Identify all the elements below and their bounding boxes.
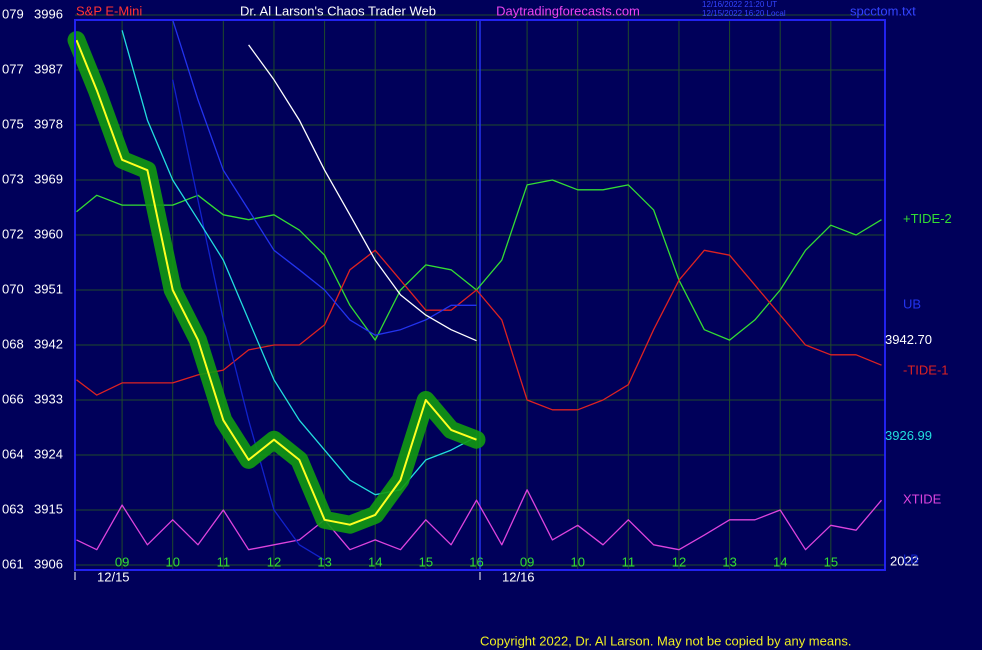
x-tick-label: 13 [317, 554, 331, 569]
series-line [172, 79, 325, 561]
y-left-label: 070 [2, 281, 24, 296]
day-label: 12/15 [97, 569, 130, 584]
y-left-label: 079 [2, 6, 24, 21]
y-left-label: 066 [2, 391, 24, 406]
y-tick-label: 3933 [34, 391, 63, 406]
y-left-label: 075 [2, 116, 24, 131]
series-line [172, 19, 477, 336]
x-tick-label: 13 [722, 554, 736, 569]
x-tick-label: 10 [570, 554, 584, 569]
x-tick-label: 16 [469, 554, 483, 569]
last-value-label: 3942.70 [885, 332, 932, 347]
y-left-label: 073 [2, 171, 24, 186]
y-left-label: 063 [2, 501, 24, 516]
y-tick-label: 3978 [34, 116, 63, 131]
y-left-label: 061 [2, 556, 24, 571]
x-tick-label: 10 [165, 554, 179, 569]
x-tick-label: 09 [115, 554, 129, 569]
series-label: UB [903, 297, 921, 312]
series-line [121, 30, 477, 496]
series [67, 19, 882, 561]
website: Daytradingforecasts.com [496, 3, 640, 18]
file-name: spcctom.txt [850, 3, 916, 18]
y-tick-label: 3915 [34, 501, 63, 516]
year-label: 2022 [890, 553, 919, 568]
y-tick-label: 3951 [34, 281, 63, 296]
x-tick-label: 12 [672, 554, 686, 569]
x-tick-label: 14 [773, 554, 787, 569]
x-tick-label: 15 [419, 554, 433, 569]
y-tick-label: 3996 [34, 6, 63, 21]
y-tick-label: 3960 [34, 226, 63, 241]
x-tick-label: 14 [368, 554, 382, 569]
x-tick-label: 12 [267, 554, 281, 569]
copyright: Copyright 2022, Dr. Al Larson. May not b… [480, 633, 851, 648]
y-left-label: 077 [2, 61, 24, 76]
chart-title: Dr. Al Larson's Chaos Trader Web [240, 3, 436, 18]
x-tick-label: 11 [217, 554, 231, 569]
y-tick-label: 3924 [34, 446, 63, 461]
symbol: S&P E-Mini [76, 3, 142, 18]
y-tick-label: 3969 [34, 171, 63, 186]
day-label: 12/16 [502, 569, 535, 584]
x-tick-label: 09 [520, 554, 534, 569]
y-left-label: 068 [2, 336, 24, 351]
series-line [75, 39, 477, 526]
series-label: XTIDE [903, 492, 942, 507]
y-left-label: 064 [2, 446, 24, 461]
series-label: +TIDE-2 [903, 211, 952, 226]
timestamp: 12/15/2022 16:20 Local [702, 9, 786, 18]
series-line [248, 44, 477, 342]
y-tick-label: 3906 [34, 556, 63, 571]
last-value-label: 3926.99 [885, 428, 932, 443]
y-tick-label: 3942 [34, 336, 63, 351]
plot-border [74, 19, 886, 571]
series-label: LB [903, 552, 919, 567]
series-line [76, 489, 882, 551]
y-left-label: 072 [2, 226, 24, 241]
series-label: -TIDE-1 [903, 363, 949, 378]
x-tick-label: 15 [824, 554, 838, 569]
y-tick-label: 3987 [34, 61, 63, 76]
x-tick-label: 11 [622, 554, 636, 569]
timestamp: 12/16/2022 21:20 UT [702, 0, 777, 9]
